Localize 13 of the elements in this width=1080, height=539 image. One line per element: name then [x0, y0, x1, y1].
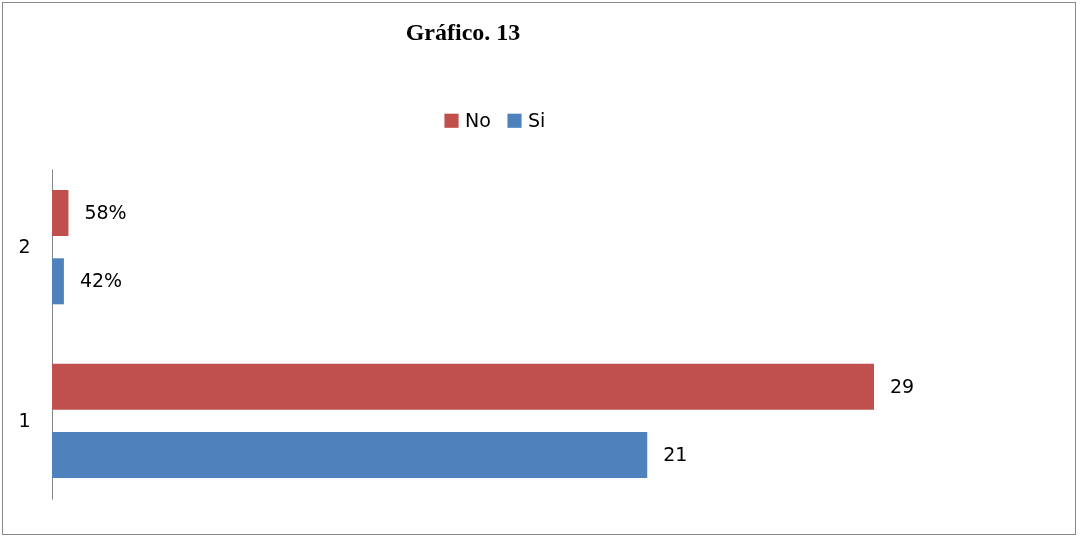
bar	[52, 190, 69, 237]
legend-label: No	[465, 108, 491, 131]
bar	[52, 431, 648, 478]
bar	[52, 258, 64, 305]
legend-label: Si	[528, 108, 546, 131]
chart-title: Gráfico. 13	[405, 19, 521, 45]
y-tick-label: 1	[18, 408, 31, 431]
data-label: 58%	[84, 201, 127, 224]
data-label: 42%	[79, 269, 123, 292]
y-tick-label: 2	[18, 235, 31, 258]
bar	[52, 363, 874, 410]
data-label: 21	[663, 442, 688, 465]
data-label: 29	[890, 374, 915, 397]
